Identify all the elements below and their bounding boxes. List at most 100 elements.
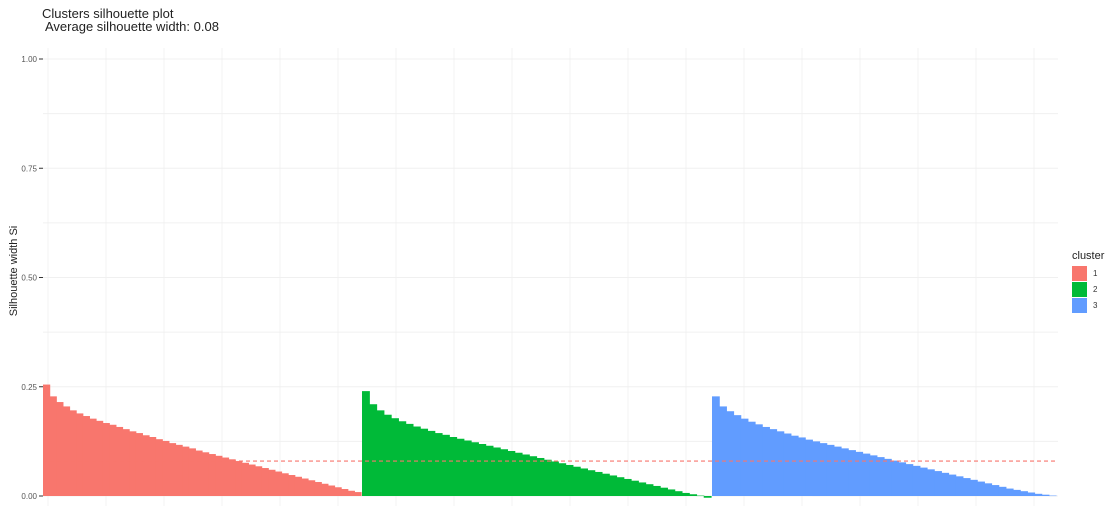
silhouette-bar (129, 431, 137, 496)
silhouette-bar (314, 482, 322, 496)
silhouette-bar (898, 462, 907, 496)
silhouette-bar (274, 471, 283, 496)
silhouette-bar (798, 437, 806, 496)
silhouette-bar (833, 446, 842, 496)
legend-key (1072, 265, 1087, 281)
silhouette-bar (281, 473, 289, 496)
chart-title: Clusters silhouette plot (42, 6, 174, 21)
silhouette-bar (43, 384, 51, 496)
silhouette-bar (294, 476, 302, 496)
silhouette-bar (558, 463, 567, 496)
y-axis-title: Silhouette width Si (8, 226, 20, 317)
silhouette-bar (235, 461, 243, 496)
silhouette-bar (891, 460, 899, 496)
silhouette-bar (456, 438, 465, 496)
silhouette-bar (991, 485, 1000, 496)
silhouette-bar (82, 416, 90, 496)
silhouette-bar (565, 464, 574, 496)
silhouette-bar (747, 421, 756, 496)
silhouette-bar (826, 444, 835, 496)
silhouette-bar (376, 410, 385, 496)
silhouette-bar (248, 464, 256, 496)
silhouette-bar (478, 444, 487, 496)
legend-item: 3 (1072, 297, 1104, 313)
silhouette-bar (862, 453, 871, 496)
silhouette-bar (783, 433, 792, 496)
silhouette-bar (255, 466, 263, 496)
silhouette-bar (948, 474, 957, 496)
legend-key (1072, 297, 1087, 313)
silhouette-bar (645, 484, 654, 496)
grid-lines (43, 48, 1058, 506)
silhouette-bar (638, 482, 647, 496)
legend-item: 1 (1072, 265, 1104, 281)
silhouette-bar (689, 494, 698, 496)
silhouette-bar (1034, 493, 1043, 496)
y-tick-label: 0.75 (21, 164, 37, 173)
silhouette-bar (719, 406, 727, 496)
silhouette-bar (492, 447, 501, 496)
silhouette-bar (884, 458, 892, 496)
silhouette-bar (609, 475, 618, 496)
silhouette-bar (405, 423, 414, 496)
silhouette-bar (149, 437, 157, 496)
silhouette-bar (369, 404, 378, 496)
legend-items: 1 2 3 (1072, 265, 1104, 313)
silhouette-bar (696, 495, 705, 497)
silhouette-bar (543, 459, 552, 496)
silhouette-bar (855, 451, 864, 496)
silhouette-bar (551, 461, 559, 496)
silhouette-bar (536, 457, 545, 496)
silhouette-bar (667, 489, 676, 496)
legend-label: 2 (1093, 284, 1098, 294)
silhouette-bar (869, 455, 878, 496)
silhouette-bar (441, 434, 450, 496)
silhouette-bar (327, 485, 336, 496)
silhouette-bar (56, 402, 64, 496)
silhouette-bar (208, 454, 216, 496)
silhouette-bar (362, 391, 370, 496)
silhouette-bar (726, 411, 735, 496)
silhouette-bar (601, 473, 610, 496)
silhouette-bar (334, 487, 342, 496)
silhouette-bars (43, 384, 1057, 498)
silhouette-bar (912, 465, 921, 496)
silhouette-bar (241, 462, 249, 496)
silhouette-bar (471, 442, 479, 496)
silhouette-bar (301, 478, 309, 496)
legend-label: 1 (1093, 268, 1098, 278)
silhouette-bar (934, 471, 942, 496)
silhouette-bar (215, 455, 223, 496)
silhouette-bar (1041, 494, 1050, 496)
silhouette-bar (96, 420, 104, 496)
silhouette-bar (261, 468, 269, 496)
legend: cluster 1 2 3 (1072, 250, 1104, 313)
silhouette-bar (962, 478, 971, 496)
silhouette-bar (587, 470, 596, 496)
silhouette-bar (733, 415, 742, 496)
silhouette-bar (228, 459, 236, 496)
silhouette-bar (790, 435, 799, 496)
silhouette-bar (616, 477, 625, 496)
silhouette-bar (919, 467, 928, 496)
silhouette-bar (977, 481, 985, 496)
silhouette-bar (434, 433, 443, 496)
silhouette-bar (970, 479, 978, 496)
legend-item: 2 (1072, 281, 1104, 297)
silhouette-bar (89, 418, 97, 496)
silhouette-bar (347, 490, 355, 496)
silhouette-bar (354, 492, 362, 496)
silhouette-bar (321, 483, 329, 496)
y-tick-label: 0.25 (21, 383, 37, 392)
silhouette-bar (122, 429, 130, 496)
silhouette-bar (195, 450, 203, 496)
silhouette-bar (507, 450, 516, 496)
silhouette-bar (819, 443, 828, 496)
silhouette-bar (1027, 492, 1036, 496)
silhouette-bar (62, 406, 71, 496)
silhouette-bar (268, 469, 276, 496)
silhouette-bar (1048, 495, 1057, 497)
silhouette-bar (463, 440, 472, 496)
silhouette-bar (905, 464, 914, 496)
silhouette-bar (188, 448, 196, 496)
